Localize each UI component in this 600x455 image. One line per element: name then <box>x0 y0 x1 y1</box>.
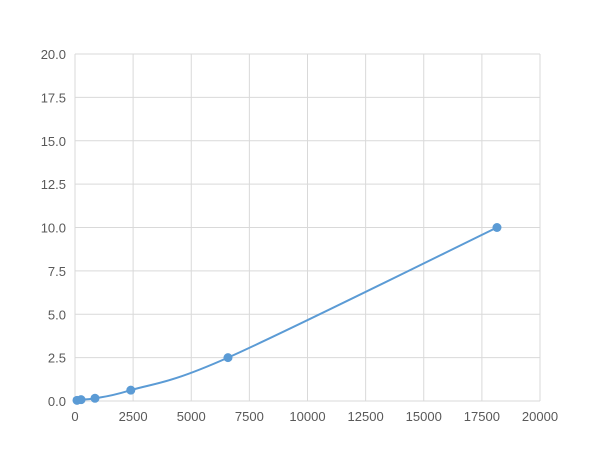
x-tick-label: 7500 <box>235 409 264 424</box>
x-tick-label: 17500 <box>464 409 500 424</box>
y-tick-label: 7.5 <box>48 264 66 279</box>
y-tick-label: 5.0 <box>48 307 66 322</box>
y-tick-label: 15.0 <box>41 134 66 149</box>
y-tick-label: 12.5 <box>41 177 66 192</box>
data-point <box>223 353 233 363</box>
x-tick-label: 10000 <box>289 409 325 424</box>
y-tick-label: 20.0 <box>41 47 66 62</box>
y-tick-label: 17.5 <box>41 90 66 105</box>
x-tick-label: 0 <box>71 409 78 424</box>
y-tick-label: 10.0 <box>41 221 66 236</box>
data-point <box>492 223 502 232</box>
x-tick-label: 12500 <box>348 409 384 424</box>
x-tick-label: 20000 <box>522 409 558 424</box>
data-point <box>76 395 86 405</box>
data-point <box>126 385 136 395</box>
x-tick-label: 2500 <box>119 409 148 424</box>
y-tick-label: 2.5 <box>48 351 66 366</box>
x-tick-label: 5000 <box>177 409 206 424</box>
data-point <box>90 393 100 403</box>
x-tick-label: 15000 <box>406 409 442 424</box>
y-tick-label: 0.0 <box>48 394 66 409</box>
